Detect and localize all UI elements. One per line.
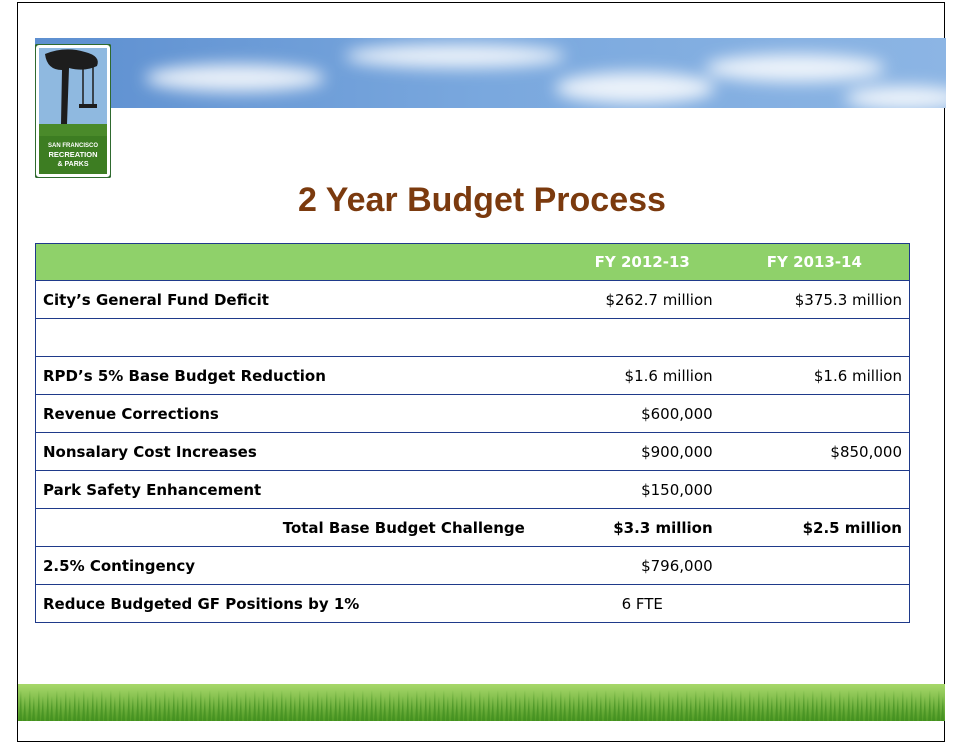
row-label: Reduce Budgeted GF Positions by 1% xyxy=(35,584,565,623)
column-header: FY 2012-13 xyxy=(564,243,720,281)
row-label: 2.5% Contingency xyxy=(35,546,565,585)
cell-value: $796,000 xyxy=(564,546,720,585)
table-row: 2.5% Contingency $796,000 xyxy=(35,546,910,585)
cell-value: $150,000 xyxy=(564,470,720,509)
column-header: FY 2013-14 xyxy=(719,243,910,281)
table-row: Revenue Corrections $600,000 xyxy=(35,394,910,433)
table-row: Total Base Budget Challenge $3.3 million $… xyxy=(35,508,910,547)
cell-value: $1.6 million xyxy=(719,356,910,395)
table-row xyxy=(35,318,910,357)
budget-table: FY 2012-13 FY 2013-14 City’s General Fund … xyxy=(35,243,910,623)
row-label: Revenue Corrections xyxy=(35,394,565,433)
cell-value: $3.3 million xyxy=(564,508,720,547)
cell-value xyxy=(719,546,910,585)
row-label xyxy=(35,318,565,357)
cell-value: 6 FTE xyxy=(564,584,720,623)
row-label: RPD’s 5% Base Budget Reduction xyxy=(35,356,565,395)
logo-text: & PARKS xyxy=(58,161,89,168)
logo: SAN FRANCISCO RECREATION & PARKS xyxy=(35,44,111,178)
cell-value xyxy=(564,318,720,357)
row-label: Park Safety Enhancement xyxy=(35,470,565,509)
cell-value xyxy=(719,318,910,357)
cell-value: $900,000 xyxy=(564,432,720,471)
slide: {"logo": {"lines": ["SAN FRANCISCO", "RE… xyxy=(17,2,946,742)
grass-banner xyxy=(18,684,945,721)
cell-value xyxy=(719,584,910,623)
row-label: Total Base Budget Challenge xyxy=(35,508,565,547)
table-row: Nonsalary Cost Increases $900,000 $850,000 xyxy=(35,432,910,471)
sky-banner xyxy=(35,38,946,108)
cell-value: $1.6 million xyxy=(564,356,720,395)
cell-value: $2.5 million xyxy=(719,508,910,547)
table-row: City’s General Fund Deficit $262.7 millio… xyxy=(35,280,910,319)
table-row: RPD’s 5% Base Budget Reduction $1.6 milli… xyxy=(35,356,910,395)
cell-value: $850,000 xyxy=(719,432,910,471)
logo-text: RECREATION xyxy=(48,150,97,159)
row-label: City’s General Fund Deficit xyxy=(35,280,565,319)
table-row: Reduce Budgeted GF Positions by 1% 6 FTE xyxy=(35,584,910,623)
header-row: FY 2012-13 FY 2013-14 xyxy=(35,243,910,281)
cell-value xyxy=(719,470,910,509)
cell-value: $262.7 million xyxy=(564,280,720,319)
column-header xyxy=(35,243,565,281)
cell-value xyxy=(719,394,910,433)
logo-text: SAN FRANCISCO xyxy=(48,143,98,149)
table-row: Park Safety Enhancement $150,000 xyxy=(35,470,910,509)
row-label: Nonsalary Cost Increases xyxy=(35,432,565,471)
cell-value: $375.3 million xyxy=(719,280,910,319)
slide-title: 2 Year Budget Process xyxy=(298,181,666,219)
cell-value: $600,000 xyxy=(564,394,720,433)
